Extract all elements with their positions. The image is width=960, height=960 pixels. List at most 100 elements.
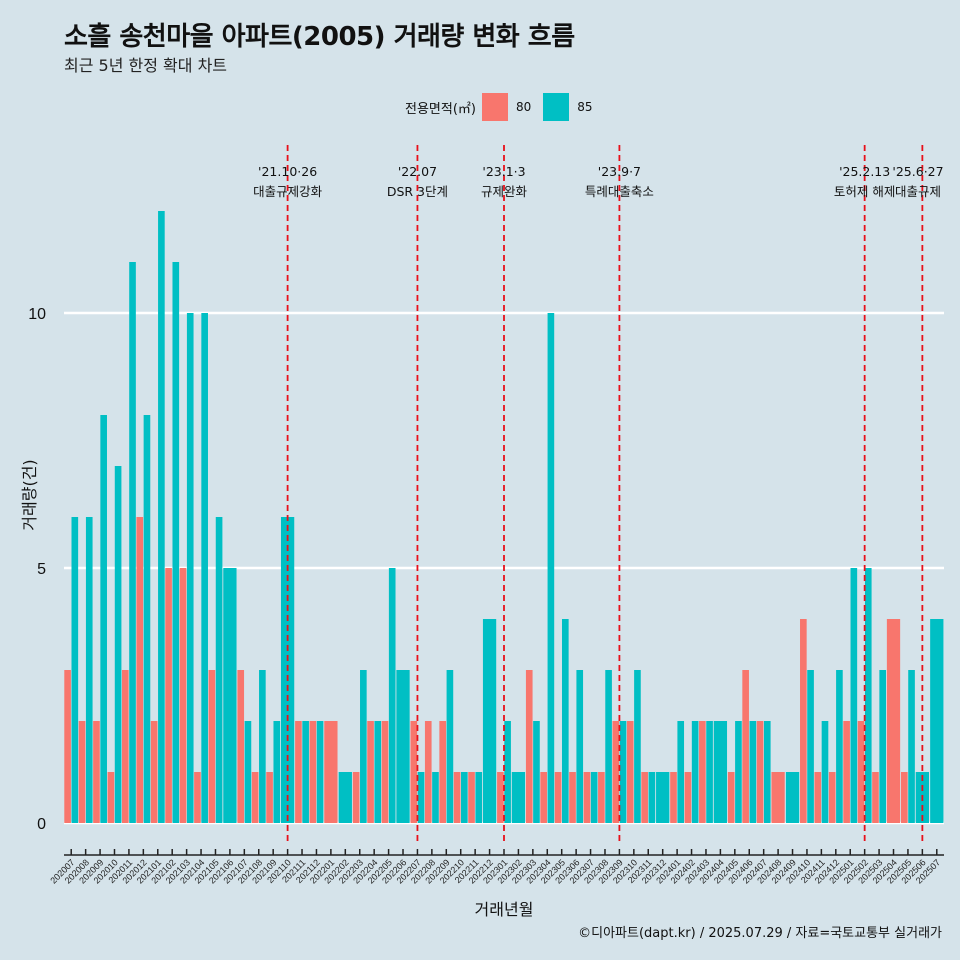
bar-80-202505 [901, 772, 908, 823]
bar-80-202107 [237, 670, 245, 823]
bar-80-202012 [136, 517, 144, 823]
bar-85-202011 [129, 262, 136, 823]
bar-80-202410 [800, 619, 807, 823]
bar-85-202310 [634, 670, 641, 823]
bar-80-202104 [194, 772, 201, 823]
bar-80-202009 [93, 721, 100, 823]
y-tick-label-0: 0 [37, 816, 46, 833]
event-date-1: '22.07 [398, 164, 437, 179]
bar-85-202505 [908, 670, 915, 823]
bar-80-202204 [367, 721, 374, 823]
bar-85-202401 [677, 721, 685, 823]
legend-swatch-85 [543, 93, 570, 121]
bar-80-202408 [771, 772, 785, 823]
y-axis-title: 거래량(건) [20, 459, 39, 530]
bar-85-202010 [114, 466, 122, 823]
bar-80-202208 [424, 721, 432, 823]
bar-85-202206 [396, 670, 410, 823]
event-label-4: 토허제 해제 [834, 184, 895, 199]
bar-80-202007 [64, 670, 71, 823]
bar-85-202205 [388, 568, 396, 823]
bar-85-202503 [879, 670, 887, 823]
legend-label-80: 80 [515, 100, 532, 114]
bar-80-202306 [569, 772, 576, 823]
bar-80-202301 [497, 772, 504, 823]
bar-85-202309 [619, 721, 627, 823]
bar-85-202202 [338, 772, 352, 823]
bar-85-202402 [691, 721, 699, 823]
bar-85-202404 [713, 721, 728, 823]
bar-80-202201 [324, 721, 338, 823]
bar-80-202207 [410, 721, 418, 823]
bar-80-202109 [266, 772, 273, 823]
bar-85-202007 [71, 517, 79, 823]
bar-80-202211 [468, 772, 475, 823]
bar-80-202407 [756, 721, 764, 823]
bar-80-202502 [857, 721, 865, 823]
bar-85-202312 [656, 772, 670, 823]
bar-85-202307 [590, 772, 598, 823]
bar-85-202102 [172, 262, 180, 823]
bar-80-202111 [295, 721, 302, 823]
bar-80-202308 [598, 772, 605, 823]
bar-85-202412 [836, 670, 843, 823]
bar-85-202208 [432, 772, 439, 823]
legend-title: 전용면적(㎡) [405, 101, 476, 117]
bar-80-202412 [828, 772, 836, 823]
event-date-3: '23.9·7 [598, 164, 641, 179]
bar-80-202102 [165, 568, 172, 823]
bar-85-202203 [360, 670, 367, 823]
bar-85-202411 [821, 721, 829, 823]
bar-85-202409 [785, 772, 800, 823]
bar-80-202405 [727, 772, 735, 823]
event-label-1: DSR 3단계 [387, 184, 448, 199]
legend-label-85: 85 [577, 100, 593, 114]
bar-80-202008 [78, 721, 86, 823]
bar-80-202401 [670, 772, 677, 823]
bar-85-202403 [706, 721, 713, 823]
bar-80-202011 [121, 670, 129, 823]
bar-85-202109 [273, 721, 281, 823]
bar-85-202008 [85, 517, 93, 823]
bar-80-202209 [439, 721, 447, 823]
bar-80-202406 [742, 670, 749, 823]
bar-80-202108 [251, 772, 259, 823]
bar-80-202101 [150, 721, 158, 823]
bar-80-202411 [814, 772, 822, 823]
bar-85-202302 [511, 772, 526, 823]
bar-85-202111 [302, 721, 309, 823]
bar-85-202305 [561, 619, 569, 823]
bar-80-202311 [641, 772, 648, 823]
bar-85-202306 [576, 670, 584, 823]
bar-85-202106 [223, 568, 237, 823]
bar-85-202112 [316, 721, 324, 823]
bar-80-202307 [583, 772, 591, 823]
chart-subtitle: 최근 5년 한정 확대 차트 [64, 56, 228, 75]
bar-80-202303 [525, 670, 533, 823]
bar-85-202103 [186, 313, 194, 823]
bar-85-202308 [605, 670, 612, 823]
bar-85-202303 [533, 721, 540, 823]
bar-85-202211 [475, 772, 483, 823]
bar-85-202407 [763, 721, 771, 823]
bar-80-202210 [453, 772, 461, 823]
bar-85-202212 [482, 619, 497, 823]
x-axis-title: 거래년월 [475, 900, 534, 919]
y-tick-label-10: 10 [28, 306, 46, 323]
event-date-2: '23.1·3 [482, 164, 525, 179]
bar-80-202010 [107, 772, 115, 823]
event-label-3: 특례대출축소 [585, 184, 654, 199]
bar-85-202501 [850, 568, 858, 823]
event-label-5: 대출규제 [895, 184, 941, 199]
bar-85-202507 [930, 619, 944, 823]
bar-80-202501 [843, 721, 850, 823]
event-date-0: '21.10·26 [258, 164, 317, 179]
y-tick-label-5: 5 [37, 561, 46, 578]
bar-80-202304 [540, 772, 547, 823]
event-date-4: '25.2.13 [839, 164, 890, 179]
bar-80-202503 [872, 772, 879, 823]
bar-80-202309 [612, 721, 620, 823]
bar-85-202405 [735, 721, 742, 823]
